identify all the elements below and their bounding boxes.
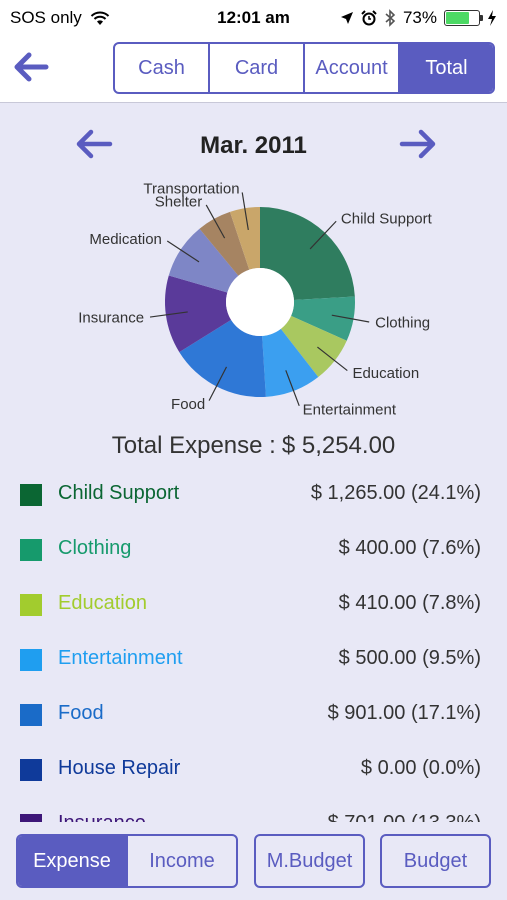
tab-cash[interactable]: Cash xyxy=(115,44,210,92)
pie-slice[interactable] xyxy=(229,207,260,270)
category-name: Child Support xyxy=(58,482,180,504)
list-item[interactable]: Entertainment $ 500.00 (9.5%) xyxy=(0,631,507,686)
pie-label-leader xyxy=(241,192,249,231)
pie-slice[interactable] xyxy=(260,207,355,301)
pie-label-leader xyxy=(208,366,228,401)
list-item[interactable]: Child Support $ 1,265.00 (24.1%) xyxy=(0,466,507,521)
pie-slice[interactable] xyxy=(199,211,250,276)
pie-slice-label: Education xyxy=(352,365,419,382)
pie-slice[interactable] xyxy=(262,328,319,397)
category-amount: $ 410.00 (7.8%) xyxy=(338,592,481,614)
tab-account[interactable]: Account xyxy=(305,44,400,92)
expense-tab[interactable]: Expense xyxy=(18,836,128,886)
pie-slice-label: Food xyxy=(171,396,205,413)
month-selector: Mar. 2011 xyxy=(0,120,507,170)
category-name: Education xyxy=(58,592,147,614)
pie-label-leader xyxy=(309,220,337,250)
pie-center-hole xyxy=(226,268,294,336)
account-type-segmented-control: Cash Card Account Total xyxy=(113,42,495,94)
pie-label-leader xyxy=(285,370,300,407)
back-arrow-icon[interactable] xyxy=(12,50,50,84)
alarm-icon xyxy=(361,10,377,26)
pie-slice-label: Clothing xyxy=(375,315,430,332)
previous-month-arrow-icon[interactable] xyxy=(74,126,114,162)
category-name: Entertainment xyxy=(58,647,183,669)
pie-label-leader xyxy=(317,346,348,372)
category-amount: $ 400.00 (7.6%) xyxy=(338,537,481,559)
status-bar: SOS only 12:01 am 73% xyxy=(0,0,507,36)
category-amount: $ 500.00 (9.5%) xyxy=(338,647,481,669)
tab-card[interactable]: Card xyxy=(210,44,305,92)
category-list: Child Support $ 1,265.00 (24.1%) Clothin… xyxy=(0,466,507,822)
category-name: Insurance xyxy=(58,812,146,822)
pie-label-leader xyxy=(166,240,200,263)
expense-pie-chart[interactable]: Child Support Clothing Education Entertainm… xyxy=(0,175,507,425)
pie-slice-label: Entertainment xyxy=(303,402,397,419)
pie-slice[interactable] xyxy=(165,275,232,353)
category-color-swatch xyxy=(20,814,42,822)
category-name: Clothing xyxy=(58,537,132,559)
category-color-swatch xyxy=(20,539,42,561)
total-expense: Total Expense : $ 5,254.00 xyxy=(0,432,507,460)
category-color-swatch xyxy=(20,649,42,671)
bluetooth-icon xyxy=(385,9,396,27)
list-item[interactable]: Insurance $ 701.00 (13.3%) xyxy=(0,796,507,822)
list-item[interactable]: Food $ 901.00 (17.1%) xyxy=(0,686,507,741)
location-icon xyxy=(340,12,353,24)
bottom-toolbar: Expense Income M.Budget Budget xyxy=(0,822,507,900)
pie-slice[interactable] xyxy=(179,319,266,397)
pie-slice[interactable] xyxy=(168,228,239,293)
pie-slice-label: Insurance xyxy=(78,310,144,327)
list-item[interactable]: Education $ 410.00 (7.8%) xyxy=(0,576,507,631)
category-amount: $ 1,265.00 (24.1%) xyxy=(310,482,481,504)
next-month-arrow-icon[interactable] xyxy=(398,126,438,162)
category-color-swatch xyxy=(20,759,42,781)
category-name: Food xyxy=(58,702,104,724)
budget-button[interactable]: Budget xyxy=(380,834,491,888)
battery-icon xyxy=(444,10,483,26)
tab-total[interactable]: Total xyxy=(400,44,493,92)
pie-slice-label: Medication xyxy=(89,231,162,248)
pie-slice[interactable] xyxy=(291,296,355,341)
category-color-swatch xyxy=(20,594,42,616)
income-tab[interactable]: Income xyxy=(149,849,215,872)
category-amount: $ 901.00 (17.1%) xyxy=(327,702,481,724)
pie-slice-label: Transportation xyxy=(143,180,239,197)
list-item[interactable]: House Repair $ 0.00 (0.0%) xyxy=(0,741,507,796)
wifi-icon xyxy=(90,11,110,25)
clock: 12:01 am xyxy=(217,8,290,27)
total-expense-label: Total Expense : xyxy=(111,432,276,459)
category-amount: $ 0.00 (0.0%) xyxy=(360,757,481,779)
pie-label-leader xyxy=(331,314,370,323)
charging-icon xyxy=(488,10,496,26)
month-title: Mar. 2011 xyxy=(200,132,307,159)
carrier-label: SOS only xyxy=(10,8,82,27)
list-item[interactable]: Clothing $ 400.00 (7.6%) xyxy=(0,521,507,576)
nav-bar: Cash Card Account Total xyxy=(0,36,507,103)
category-color-swatch xyxy=(20,484,42,506)
category-amount: $ 701.00 (13.3%) xyxy=(328,812,481,822)
pie-slice-label: Child Support xyxy=(341,210,433,227)
pie-slice-label: Shelter xyxy=(155,193,203,210)
monthly-budget-button[interactable]: M.Budget xyxy=(254,834,365,888)
category-color-swatch xyxy=(20,704,42,726)
total-expense-amount: $ 5,254.00 xyxy=(281,432,396,459)
pie-label-leader xyxy=(149,311,188,318)
pie-slice[interactable] xyxy=(280,315,347,378)
expense-income-toggle: Expense Income xyxy=(16,834,238,888)
category-name: House Repair xyxy=(58,757,181,779)
pie-label-leader xyxy=(205,204,226,239)
battery-percent: 73% xyxy=(402,8,437,27)
